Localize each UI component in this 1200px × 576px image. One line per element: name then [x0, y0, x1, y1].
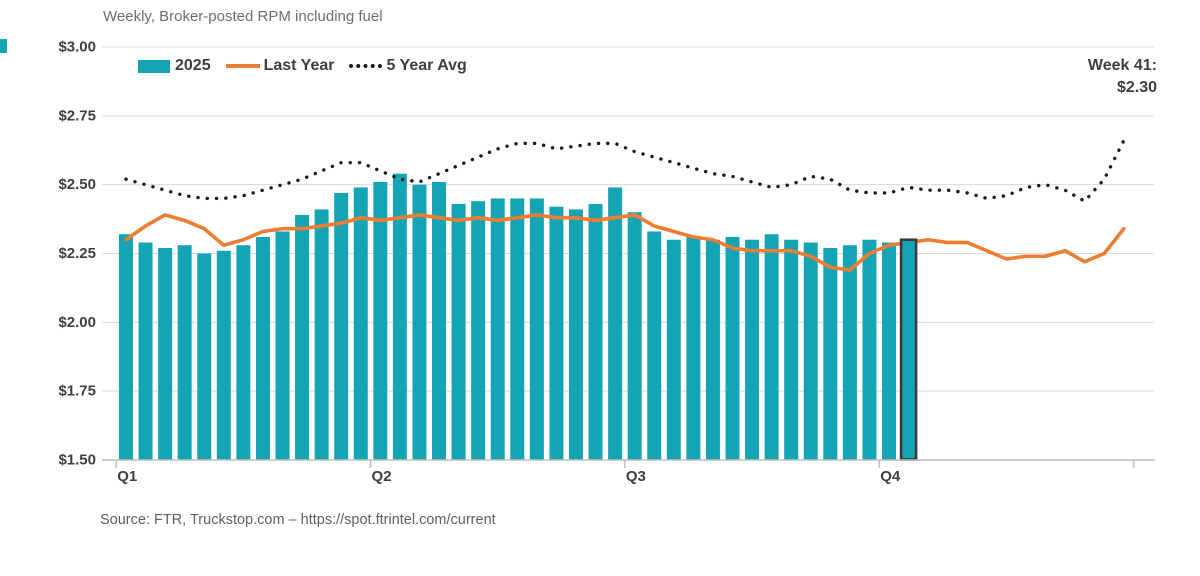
legend-label-last-year: Last Year	[263, 57, 335, 74]
svg-text:$2.00: $2.00	[58, 314, 96, 331]
edge-artifact	[0, 39, 7, 53]
source-text: Source: FTR, Truckstop.com – https://spo…	[100, 512, 496, 528]
svg-text:$2.50: $2.50	[58, 176, 96, 193]
x-axis-labels: Q1 Q2 Q3 Q4	[117, 468, 901, 485]
svg-text:$2.25: $2.25	[58, 245, 96, 262]
current-week-label: Week 41:	[1087, 57, 1157, 74]
svg-text:Q4: Q4	[880, 468, 901, 485]
highlighted-bar-week-41	[899, 238, 918, 461]
current-week-value: $2.30	[1116, 79, 1157, 96]
line-last-year	[124, 213, 1126, 272]
svg-text:Q2: Q2	[372, 468, 392, 485]
legend-label-2025: 2025	[175, 57, 211, 74]
legend: 2025 Last Year 5 Year Avg	[138, 57, 467, 75]
legend-bar-swatch-icon	[138, 59, 170, 73]
svg-text:Q1: Q1	[117, 468, 137, 485]
legend-line-swatch-icon	[225, 64, 260, 68]
svg-text:$2.75: $2.75	[58, 107, 96, 124]
chart-title: Weekly, Broker-posted RPM including fuel	[103, 8, 383, 25]
line-5-year-avg	[124, 138, 1126, 204]
svg-text:$1.75: $1.75	[58, 383, 96, 400]
legend-item-5-year-avg: 5 Year Avg	[349, 57, 467, 75]
legend-item-last-year: Last Year	[225, 57, 335, 75]
svg-text:Q3: Q3	[626, 468, 646, 485]
y-axis-labels: $3.00 $2.75 $2.50 $2.25 $2.00 $1.75 $1.50	[58, 39, 96, 469]
svg-text:$1.50: $1.50	[58, 452, 96, 469]
legend-dotted-swatch-icon	[349, 64, 383, 68]
svg-text:$3.00: $3.00	[58, 39, 96, 56]
legend-label-5-year-avg: 5 Year Avg	[386, 57, 467, 74]
bars-2025	[118, 173, 916, 460]
legend-item-2025: 2025	[138, 57, 211, 75]
x-axis	[102, 459, 1155, 468]
current-week-callout: Week 41: $2.30	[1088, 55, 1157, 99]
